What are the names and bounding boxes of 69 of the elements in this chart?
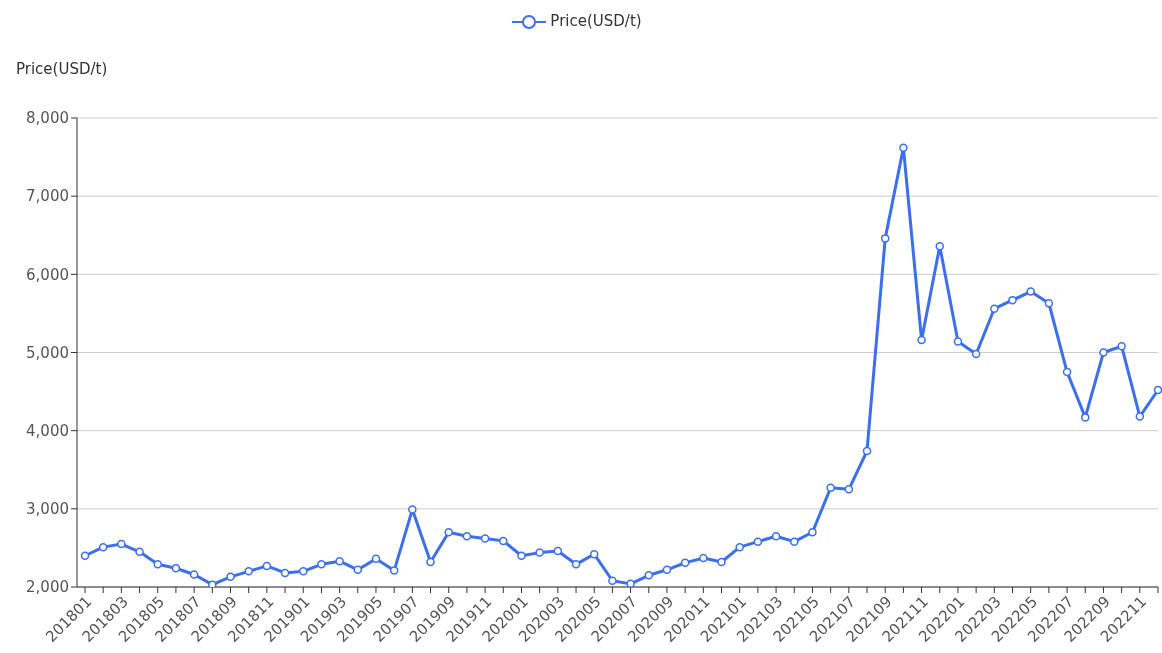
point xyxy=(244,567,253,576)
point xyxy=(771,531,781,541)
y-tick-label: 7,000 xyxy=(26,187,69,206)
point xyxy=(917,335,926,345)
y-tick-label: 8,000 xyxy=(26,109,69,128)
point xyxy=(899,143,908,152)
point xyxy=(662,565,672,575)
point xyxy=(499,536,508,546)
point xyxy=(626,579,635,587)
point xyxy=(1135,412,1145,421)
y-tick-label: 2,000 xyxy=(26,578,69,597)
y-tick-label: 4,000 xyxy=(26,421,69,440)
point xyxy=(535,548,544,557)
point xyxy=(935,241,945,251)
point xyxy=(699,553,708,563)
point xyxy=(589,549,599,559)
point xyxy=(680,558,690,568)
point xyxy=(189,570,199,579)
point xyxy=(571,560,581,569)
point xyxy=(371,554,381,564)
point xyxy=(753,537,763,546)
legend-label: Price(USD/t) xyxy=(549,12,642,30)
point xyxy=(262,561,272,571)
point xyxy=(335,556,344,566)
point xyxy=(1008,295,1017,305)
y-tick-label: 6,000 xyxy=(26,265,69,284)
point xyxy=(1062,367,1072,377)
y-axis-title: Price(USD/t) xyxy=(16,60,108,78)
point xyxy=(280,568,290,578)
point xyxy=(735,542,744,552)
point xyxy=(990,304,999,313)
point xyxy=(408,505,417,514)
point xyxy=(1117,342,1126,351)
point xyxy=(1026,287,1035,296)
point xyxy=(135,547,144,557)
point xyxy=(1081,413,1090,422)
point xyxy=(444,528,453,537)
point xyxy=(171,563,181,573)
point xyxy=(826,483,835,492)
point xyxy=(862,446,872,456)
y-tick-label: 3,000 xyxy=(26,500,69,519)
point xyxy=(389,566,399,575)
point xyxy=(1153,385,1162,395)
point xyxy=(880,234,890,243)
point xyxy=(153,560,162,569)
point xyxy=(98,542,108,552)
point xyxy=(1044,299,1054,308)
point xyxy=(608,576,617,585)
point xyxy=(971,349,981,359)
point xyxy=(353,565,363,575)
point xyxy=(226,572,235,582)
point xyxy=(317,560,326,569)
point xyxy=(80,551,90,560)
point xyxy=(426,557,435,567)
point xyxy=(480,534,490,543)
point xyxy=(1099,348,1108,357)
point xyxy=(717,557,726,567)
point xyxy=(462,531,472,541)
point xyxy=(517,551,526,560)
point xyxy=(808,528,817,537)
point xyxy=(844,485,854,494)
point xyxy=(553,546,563,556)
point xyxy=(208,580,217,587)
point xyxy=(953,337,963,346)
point xyxy=(790,537,799,546)
point xyxy=(117,539,126,549)
y-tick-label: 5,000 xyxy=(26,343,69,362)
point xyxy=(644,571,654,580)
point xyxy=(298,567,308,576)
